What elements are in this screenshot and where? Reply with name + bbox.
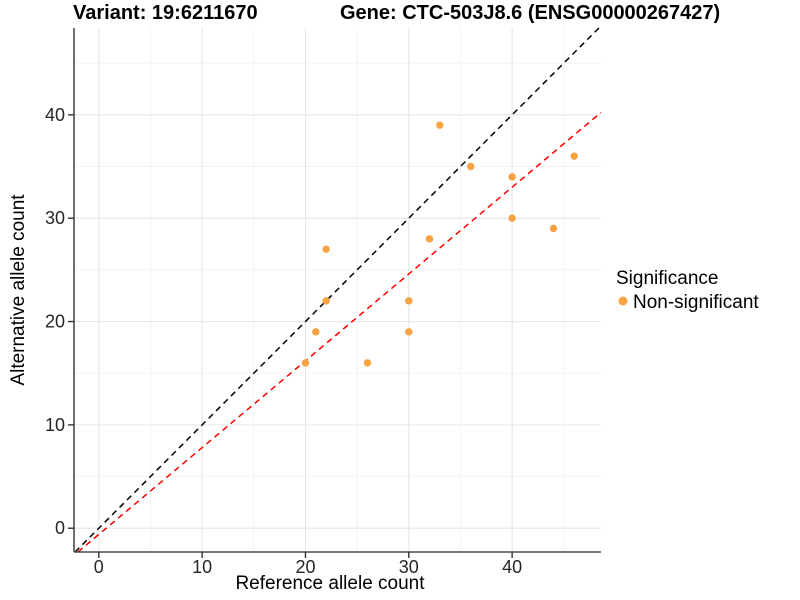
data-point [436, 121, 444, 129]
x-tick-label: 30 [399, 557, 419, 577]
variant-title: Variant: 19:6211670 [73, 2, 258, 24]
y-tick-label: 20 [45, 312, 65, 332]
y-tick-label: 10 [45, 415, 65, 435]
data-point [301, 359, 310, 367]
data-point [508, 173, 516, 181]
data-point [549, 224, 558, 233]
y-tick-label: 0 [55, 518, 65, 538]
legend-item-label: Non-significant [633, 292, 759, 313]
data-point [363, 359, 372, 367]
data-point [508, 214, 516, 222]
fit-line [77, 111, 602, 553]
x-tick-label: 40 [502, 557, 522, 577]
x-tick-label: 0 [94, 557, 104, 577]
x-tick-label: 20 [295, 557, 315, 577]
tick-labels: 0 10 20 30 40 0 10 20 30 40 [45, 105, 522, 577]
data-point [405, 297, 413, 305]
identity-line [74, 27, 600, 553]
x-tick-label: 10 [192, 557, 212, 577]
legend-marker-icon [618, 296, 628, 306]
data-point [312, 328, 320, 336]
y-axis-title: Alternative allele count [8, 194, 29, 386]
data-point [467, 162, 475, 171]
y-tick-label: 30 [45, 208, 65, 228]
axes [68, 28, 601, 558]
data-point [322, 245, 330, 253]
data-points [301, 121, 578, 367]
data-point [425, 235, 434, 243]
gene-title: Gene: CTC-503J8.6 (ENSG00000267427) [340, 2, 720, 24]
data-point [322, 297, 330, 305]
data-point [570, 152, 578, 160]
reference-lines [74, 27, 602, 553]
legend-title: Significance [616, 268, 718, 289]
data-point [405, 328, 413, 336]
y-tick-label: 40 [45, 105, 65, 125]
x-axis-title: Reference allele count [235, 573, 425, 594]
gridlines [74, 28, 601, 552]
